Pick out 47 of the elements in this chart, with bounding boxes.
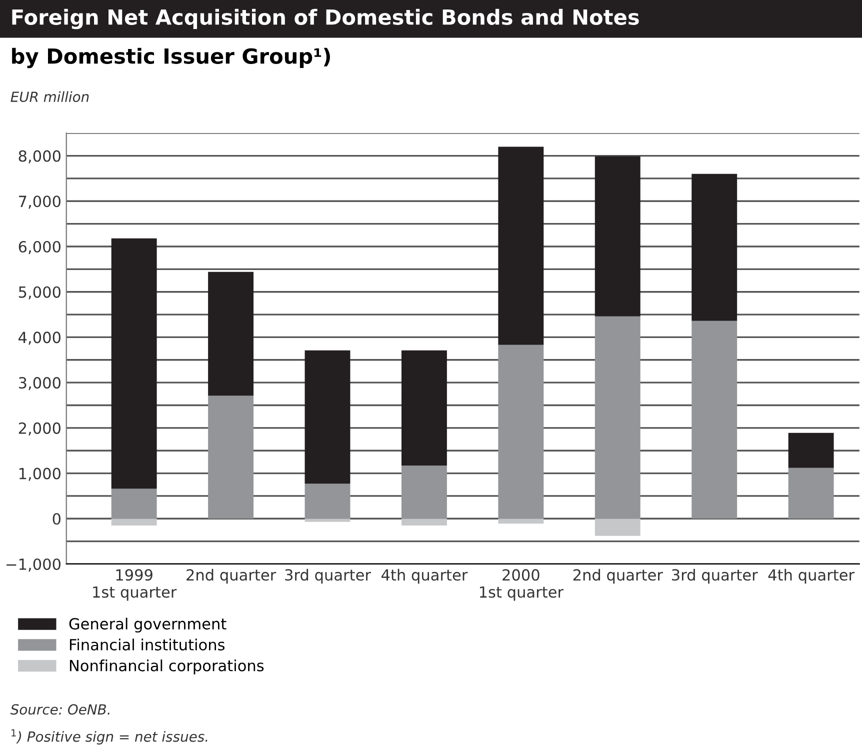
bar [498, 146, 544, 345]
bar [401, 466, 447, 519]
bar [304, 518, 350, 522]
legend-label: Financial institutions [70, 638, 225, 650]
bar [111, 488, 157, 519]
x-tick-label: 4th quarter [768, 568, 855, 584]
bar [208, 272, 254, 396]
bar [401, 350, 447, 466]
bar [594, 156, 640, 316]
bar [401, 518, 447, 526]
bar [594, 518, 640, 536]
x-tick-label: 2000 1st quarter [480, 569, 564, 601]
bar [498, 344, 544, 519]
x-tick-label: 4th quarter [381, 568, 468, 584]
bar [111, 238, 157, 489]
y-tick-label: 7,000 [19, 196, 60, 209]
bar [304, 350, 350, 484]
x-tick-label: 2nd quarter [186, 568, 276, 584]
bar [208, 396, 254, 519]
y-tick-label: 4,000 [18, 332, 60, 345]
chart-subtitle: by Domestic Issuer Group¹) [12, 48, 330, 68]
y-tick-label: 8,000 [18, 150, 60, 164]
y-tick-label: 0 [52, 513, 60, 525]
x-tick-label: 2nd quarter [573, 568, 663, 584]
text: $^{1}$) Positive sign = net issues. [12, 729, 208, 745]
bar [594, 316, 640, 519]
bar [692, 174, 738, 321]
bar [788, 468, 834, 519]
bar [111, 518, 157, 526]
y-axis-title: EUR million [10, 91, 89, 102]
source-note: Source: OeNB. [10, 704, 110, 715]
y-tick-label: −1,000 [6, 558, 60, 572]
bar [788, 432, 834, 468]
x-tick-label: 3rd quarter [672, 568, 758, 584]
y-tick-label: 5,000 [18, 286, 60, 300]
y-tick-label: 3,000 [18, 377, 60, 390]
chart-title: Foreign Net Acquisition of Domestic Bonds and Notes [12, 8, 639, 30]
y-tick-label: 2,000 [18, 422, 60, 436]
bar [692, 320, 738, 519]
x-tick-label: 1999 1st quarter [93, 569, 177, 601]
legend-label: Nonfinancial corporations [70, 660, 264, 674]
y-tick-label: 6,000 [18, 240, 60, 254]
y-tick-label: 1,000 [19, 468, 60, 481]
x-tick-label: 3rd quarter [285, 568, 371, 584]
bar [498, 518, 544, 524]
bar [304, 484, 350, 519]
legend-label: General government [69, 618, 226, 633]
